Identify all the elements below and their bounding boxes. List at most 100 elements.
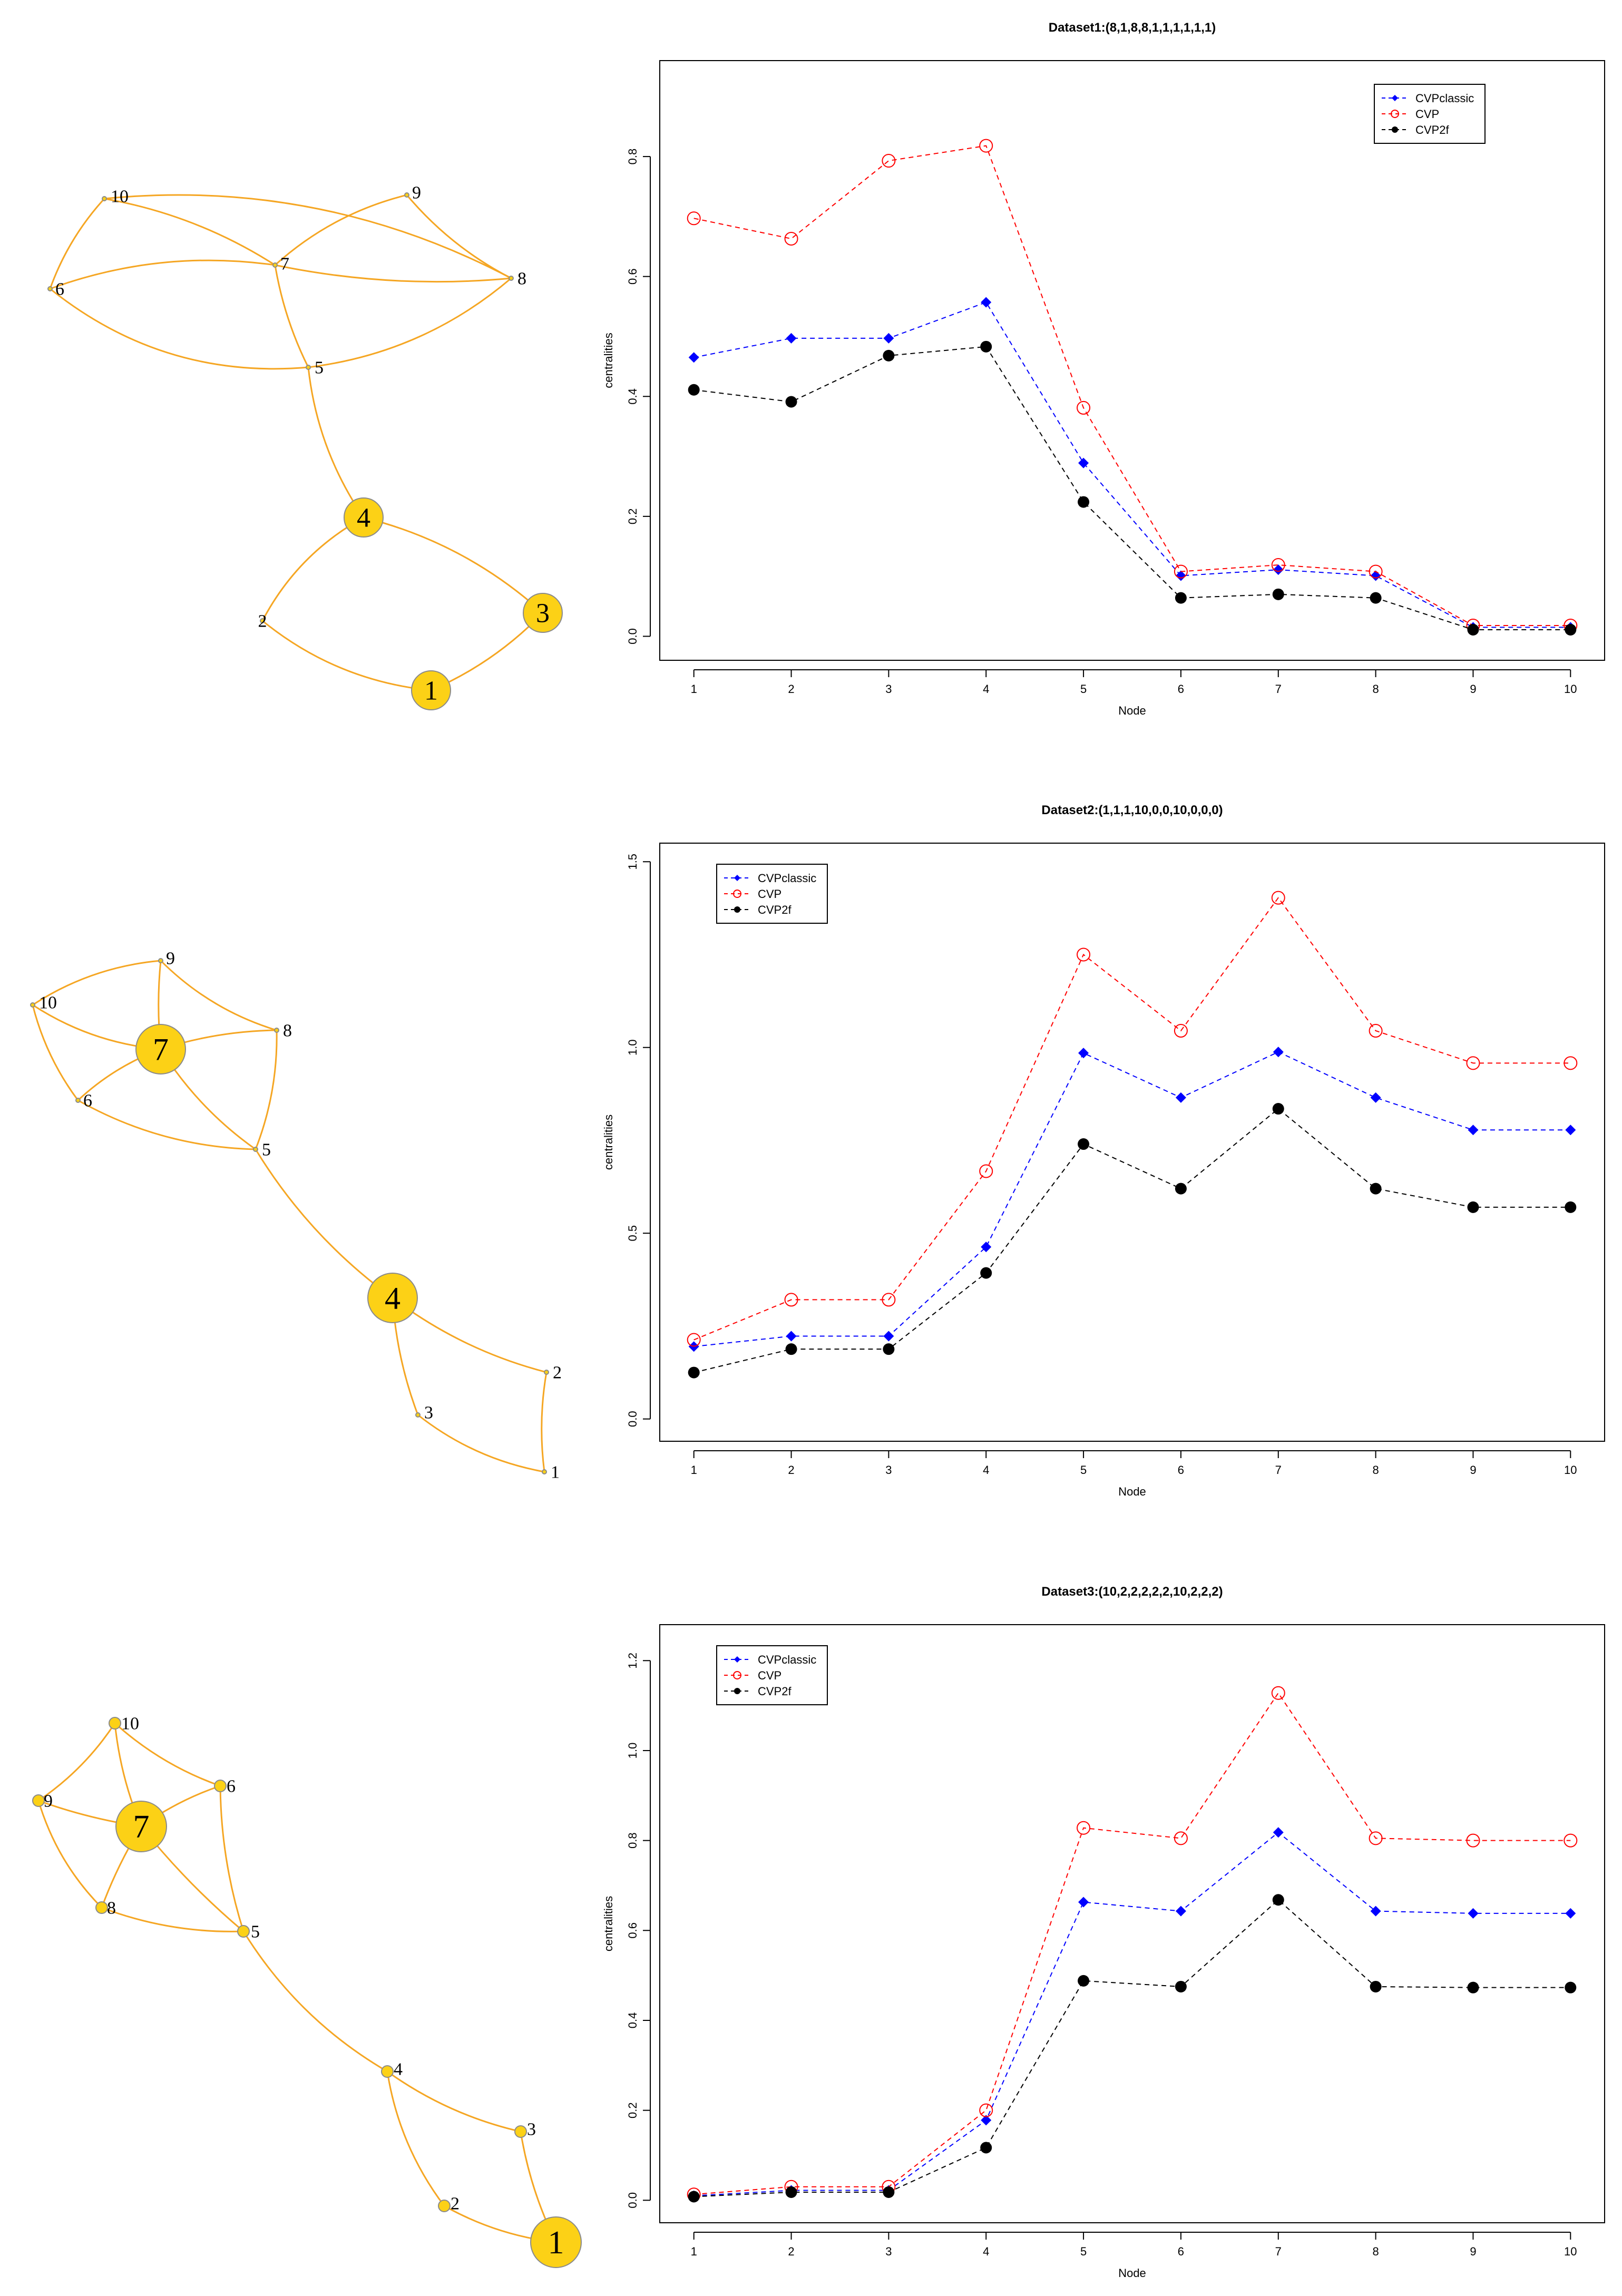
data-point xyxy=(688,352,699,363)
network-edge xyxy=(275,264,512,283)
network-edge xyxy=(101,1907,244,1932)
network-node xyxy=(75,1098,81,1103)
network-edge xyxy=(417,1414,545,1473)
network-node-label: 5 xyxy=(262,1140,271,1160)
network-edge xyxy=(307,367,365,518)
series-line xyxy=(693,301,1571,628)
data-point xyxy=(883,333,894,344)
network-node-label: 9 xyxy=(412,183,421,203)
x-tick-label: 7 xyxy=(1275,682,1282,696)
data-point xyxy=(1565,1981,1577,1994)
x-tick-label: 5 xyxy=(1080,2245,1087,2258)
edges xyxy=(49,194,544,691)
data-point xyxy=(688,384,700,396)
data-point xyxy=(1369,564,1383,579)
data-point xyxy=(1077,947,1091,962)
legend-label: CVP xyxy=(758,1669,781,1682)
data-point xyxy=(1271,1686,1285,1700)
network-node xyxy=(344,497,384,538)
data-point xyxy=(1370,1980,1382,1992)
x-tick-label: 9 xyxy=(1470,1463,1476,1477)
legend-label: CVPclassic xyxy=(758,1653,816,1666)
data-point xyxy=(1078,1975,1090,1987)
data-point xyxy=(785,396,797,408)
network-node-label: 3 xyxy=(527,2120,536,2139)
legend-marker xyxy=(1391,110,1399,118)
x-tick-label: 3 xyxy=(885,1463,892,1477)
data-point xyxy=(784,231,798,246)
network-node xyxy=(509,276,514,281)
x-tick-label: 7 xyxy=(1275,2245,1282,2258)
x-tick-label: 7 xyxy=(1275,1463,1282,1477)
network-node xyxy=(381,2065,394,2078)
network-edge xyxy=(38,1723,116,1802)
chart-2: Dataset2:(1,1,1,10,0,0,10,0,0,0) 1 2 3 4 5 6 7 8… xyxy=(602,803,1605,1498)
data-point xyxy=(1369,1831,1383,1845)
network-edge xyxy=(274,265,309,368)
network-node xyxy=(214,1780,227,1792)
network-node xyxy=(135,1024,186,1074)
data-point xyxy=(1272,1103,1284,1115)
x-tick-label: 2 xyxy=(788,1463,794,1477)
chart-1: Dataset1:(8,1,8,8,1,1,1,1,1,1) 1 2 3 4 5 6 7 8 9 1… xyxy=(602,21,1605,717)
data-point xyxy=(1370,1906,1381,1917)
network-node-label: 5 xyxy=(251,1922,260,1942)
data-point xyxy=(980,2142,992,2154)
series-line xyxy=(693,1051,1571,1347)
network-node xyxy=(411,670,451,710)
y-tick-label: 1.0 xyxy=(626,1743,639,1759)
network-edge xyxy=(255,1030,278,1150)
data-point xyxy=(979,2103,993,2117)
legend-label: CVP xyxy=(758,887,781,901)
network-node-label: 1 xyxy=(424,676,438,706)
data-point xyxy=(1174,564,1188,579)
network-node-label: 3 xyxy=(536,599,550,629)
network-node-label: 1 xyxy=(548,2225,564,2261)
network-node xyxy=(542,1469,547,1474)
data-point xyxy=(883,349,895,362)
series-line xyxy=(693,1899,1571,2197)
network-node xyxy=(272,262,278,268)
data-point xyxy=(1174,1024,1188,1038)
data-point xyxy=(1370,1183,1382,1195)
network-node-label: 3 xyxy=(424,1403,433,1423)
network-node-label: 4 xyxy=(394,2060,403,2079)
network-node xyxy=(544,1370,549,1375)
data-point xyxy=(1565,1201,1577,1213)
series-cvp2f xyxy=(688,340,1577,636)
data-point xyxy=(1175,1092,1186,1103)
data-point xyxy=(1078,1138,1090,1150)
data-point xyxy=(1565,623,1577,636)
x-tick-label: 10 xyxy=(1564,2245,1577,2258)
network-node-label: 9 xyxy=(44,1792,53,1811)
y-tick-label: 0.2 xyxy=(626,509,639,525)
network-node-label: 2 xyxy=(553,1363,562,1383)
network-edge xyxy=(308,277,512,368)
y-axis-label: centralities xyxy=(602,333,615,388)
network-node xyxy=(260,618,265,623)
series-line xyxy=(693,346,1571,630)
legend-marker xyxy=(733,890,741,898)
network-node-label: 7 xyxy=(153,1032,169,1067)
series-cvp2f xyxy=(688,1103,1577,1379)
x-tick-label: 6 xyxy=(1178,2245,1184,2258)
network-edge xyxy=(32,1004,79,1101)
x-tick-label: 1 xyxy=(691,682,697,696)
network-edge xyxy=(255,1149,393,1299)
data-point xyxy=(980,340,992,353)
network-node xyxy=(530,2216,582,2268)
legend-marker xyxy=(734,1688,740,1694)
legend-marker xyxy=(734,906,740,913)
network-node xyxy=(306,365,311,370)
legend: CVPclassic CVP CVP2f xyxy=(1374,84,1486,144)
network-edge xyxy=(50,259,276,290)
data-point xyxy=(883,1343,895,1355)
legend: CVPclassic CVP CVP2f xyxy=(716,864,828,924)
series-cvp xyxy=(687,139,1578,632)
data-point xyxy=(1468,1125,1479,1136)
network-node-label: 1 xyxy=(551,1463,560,1482)
data-point xyxy=(1467,1981,1479,1994)
network-node-label: 10 xyxy=(121,1714,139,1734)
data-point xyxy=(1078,1897,1089,1908)
